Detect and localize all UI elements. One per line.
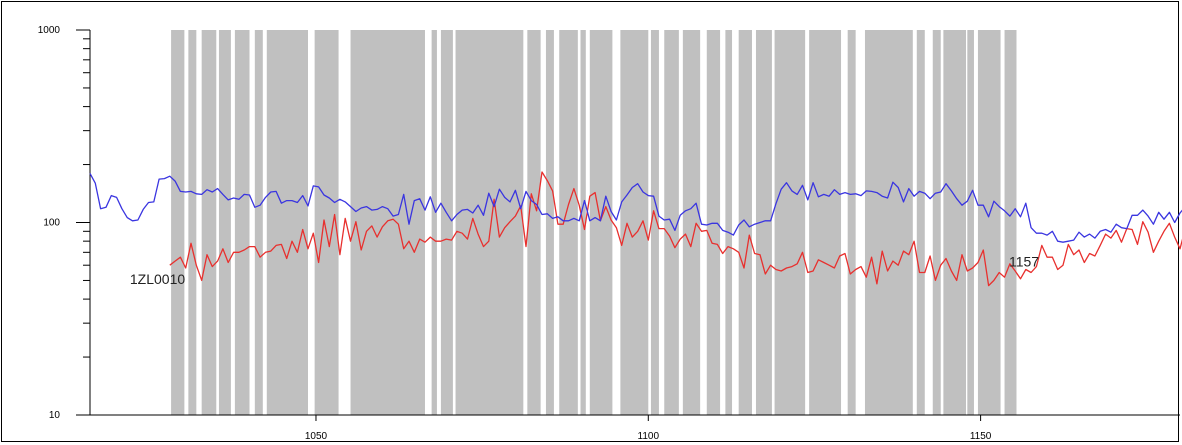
shaded-band [967,30,974,415]
shaded-band [455,30,524,415]
shaded-bands [171,30,1017,415]
shaded-band [706,30,721,415]
shaded-band [254,30,263,415]
series-label-1zl0010: 1ZL0010 [130,271,185,287]
x-tick-label: 1100 [638,431,660,442]
shaded-band [314,30,339,415]
y-tick-label: 100 [43,218,60,229]
shaded-band [440,30,453,415]
shaded-band [350,30,425,415]
shaded-band [755,30,772,415]
shaded-band [431,30,437,415]
shaded-band [1004,30,1017,415]
shaded-band [589,30,613,415]
shaded-band [916,30,925,415]
shaded-band [266,30,308,415]
series-labels: 1ZL0010 1157 [130,254,1039,287]
shaded-band [864,30,913,415]
shaded-band [932,30,941,415]
shaded-band [171,30,185,415]
shaded-band [943,30,966,415]
y-tick-label: 10 [49,410,61,421]
shaded-band [847,30,856,415]
shaded-band [774,30,806,415]
axes: 10 100 1000 1050 1100 1150 [38,25,1180,442]
series-lines [89,171,1182,287]
shaded-band [201,30,217,415]
shaded-band [527,30,541,415]
x-tick-label: 1150 [970,431,992,442]
shaded-band [559,30,578,415]
series-line-1zl0010 [169,171,1182,287]
shaded-band [809,30,842,415]
shaded-band [682,30,701,415]
shaded-band [218,30,231,415]
y-tick-label: 1000 [38,25,61,36]
shaded-band [977,30,1001,415]
shaded-band [725,30,733,415]
series-line-1157 [89,173,1182,243]
shaded-band [545,30,554,415]
series-label-1157: 1157 [1009,254,1039,270]
shaded-band [188,30,197,415]
shaded-band [650,30,659,415]
x-tick-label: 1050 [305,431,328,442]
shaded-band [234,30,250,415]
